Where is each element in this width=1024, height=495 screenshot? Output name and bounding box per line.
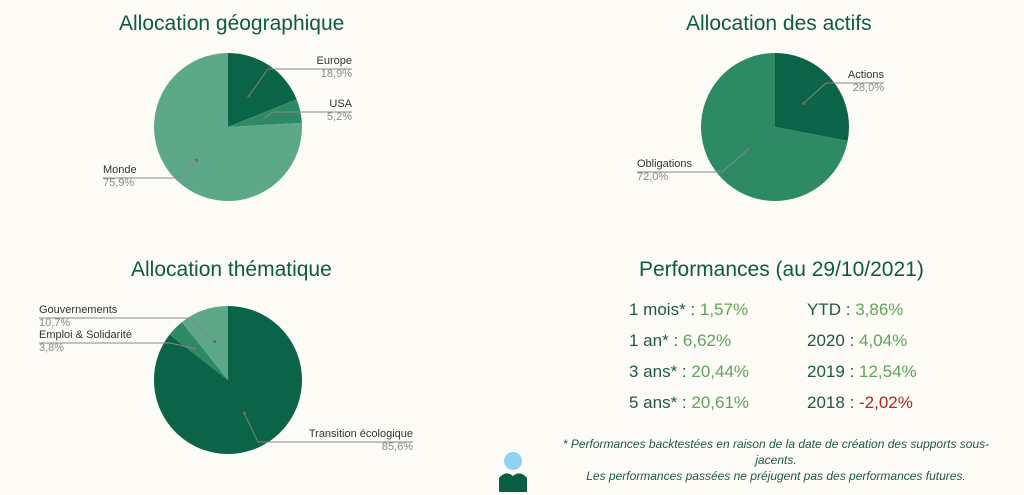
perf-label: 3 ans* : <box>629 362 687 381</box>
leader-line <box>243 413 413 443</box>
perf-value: 1,57% <box>699 300 749 319</box>
leader-line <box>39 317 215 342</box>
slice-label: Actions <box>848 69 885 81</box>
slice-label: Monde <box>103 164 137 176</box>
slice-value-label: 3,8% <box>39 342 64 354</box>
perf-label: 5 ans* : <box>629 393 687 412</box>
pie-slice <box>775 53 849 141</box>
perf-label: 2018 : <box>807 393 855 412</box>
perf-row-ytd: YTD : 3,86% <box>807 300 903 320</box>
perf-value-negative: -2,02% <box>859 393 913 412</box>
chart-title-actifs: Allocation des actifs <box>686 12 872 35</box>
perf-value: 12,54% <box>859 362 917 381</box>
perf-row-1-mois: 1 mois* : 1,57% <box>629 300 748 320</box>
chart-title-thematique: Allocation thématique <box>131 258 332 281</box>
leader-line <box>637 147 750 173</box>
pie-slice <box>154 52 303 201</box>
slice-label: Gouvernements <box>39 304 118 316</box>
slice-value-label: 85,6% <box>382 441 413 453</box>
perf-value: 4,04% <box>859 331 908 350</box>
leader-line <box>39 342 197 350</box>
perf-value: 6,62% <box>682 331 732 350</box>
perf-label: 2019 : <box>807 362 855 381</box>
perf-row-3-ans: 3 ans* : 20,44% <box>629 362 749 382</box>
perf-value: 3,86% <box>855 300 904 319</box>
leader-line <box>263 111 352 120</box>
perf-label: YTD : <box>807 300 851 319</box>
pie-slice <box>228 53 297 127</box>
slice-value-label: 72,0% <box>637 171 668 183</box>
perf-row-2018: 2018 : -2,02% <box>807 393 913 413</box>
slice-label: Transition écologique <box>309 428 413 440</box>
chart-title-geographique: Allocation géographique <box>119 12 345 35</box>
slice-value-label: 5,2% <box>327 111 352 123</box>
perf-row-2019: 2019 : 12,54% <box>807 362 917 382</box>
slice-value-label: 28,0% <box>853 82 884 94</box>
perf-row-2020: 2020 : 4,04% <box>807 331 907 351</box>
slice-label: Europe <box>317 55 352 67</box>
perf-label: 1 mois* : <box>629 300 696 319</box>
leader-line <box>803 82 884 104</box>
slice-label: Obligations <box>637 158 693 170</box>
perf-row-1-an: 1 an* : 6,62% <box>629 331 731 351</box>
pie-slice <box>228 99 302 127</box>
slice-value-label: 10,7% <box>39 317 70 329</box>
perf-label: 2020 : <box>807 331 855 350</box>
leader-line <box>248 68 352 97</box>
pie-slice <box>701 53 848 201</box>
perf-value: 20,61% <box>691 393 750 412</box>
slice-label: USA <box>329 98 352 110</box>
performance-footnote: * Performances backtestées en raison de … <box>556 436 996 484</box>
perf-row-5-ans: 5 ans* : 20,61% <box>629 393 749 413</box>
brand-logo-icon <box>499 452 527 492</box>
performance-title: Performances (au 29/10/2021) <box>639 258 924 281</box>
slice-value-label: 75,9% <box>103 177 134 189</box>
pie-slice <box>169 322 228 380</box>
pie-slice <box>154 306 302 455</box>
perf-label: 1 an* : <box>629 331 679 350</box>
footnote-line-2: Les performances passées ne préjugent pa… <box>586 469 966 483</box>
slice-value-label: 18,9% <box>321 68 352 80</box>
leader-line <box>103 160 197 179</box>
footnote-line-1: * Performances backtestées en raison de … <box>562 437 990 467</box>
perf-value: 20,44% <box>691 362 750 381</box>
slice-label: Emploi & Solidarité <box>39 329 132 341</box>
pie-slice <box>181 306 228 380</box>
